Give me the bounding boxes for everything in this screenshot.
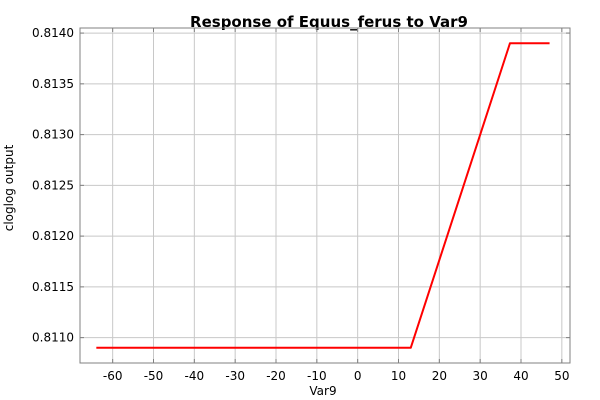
y-tick-label: 0.8130: [32, 128, 74, 142]
x-tick-label: -60: [103, 369, 123, 383]
x-axis-label: Var9: [309, 384, 336, 398]
series-line: [96, 42, 550, 349]
y-tick-label: 0.8140: [32, 26, 74, 40]
x-tick-label: 0: [354, 369, 362, 383]
x-tick-label: -20: [266, 369, 286, 383]
plot-frame: [79, 27, 571, 364]
y-tick-label: 0.8125: [32, 178, 74, 192]
x-tick-label: 50: [554, 369, 569, 383]
chart-title: Response of Equus_ferus to Var9: [190, 13, 468, 31]
x-tick-label: 10: [391, 369, 406, 383]
axis-ticks: -60 -50 -40 -30 -20 -10 0 10 20 30 40 50 0.8110 0.811…: [32, 26, 570, 383]
x-tick-label: -30: [225, 369, 245, 383]
y-tick-label: 0.8120: [32, 229, 74, 243]
x-tick-label: 30: [473, 369, 488, 383]
y-tick-label: 0.8110: [32, 331, 74, 345]
x-tick-label: 40: [513, 369, 528, 383]
y-tick-label: 0.8115: [32, 280, 74, 294]
x-tick-label: -10: [307, 369, 327, 383]
series-layer: [96, 42, 550, 349]
y-tick-label: 0.8135: [32, 77, 74, 91]
y-axis-label: cloglog output: [2, 144, 16, 231]
grid-lines: [80, 28, 570, 363]
x-tick-label: 20: [432, 369, 447, 383]
x-tick-label: -50: [144, 369, 164, 383]
x-tick-label: -40: [185, 369, 205, 383]
